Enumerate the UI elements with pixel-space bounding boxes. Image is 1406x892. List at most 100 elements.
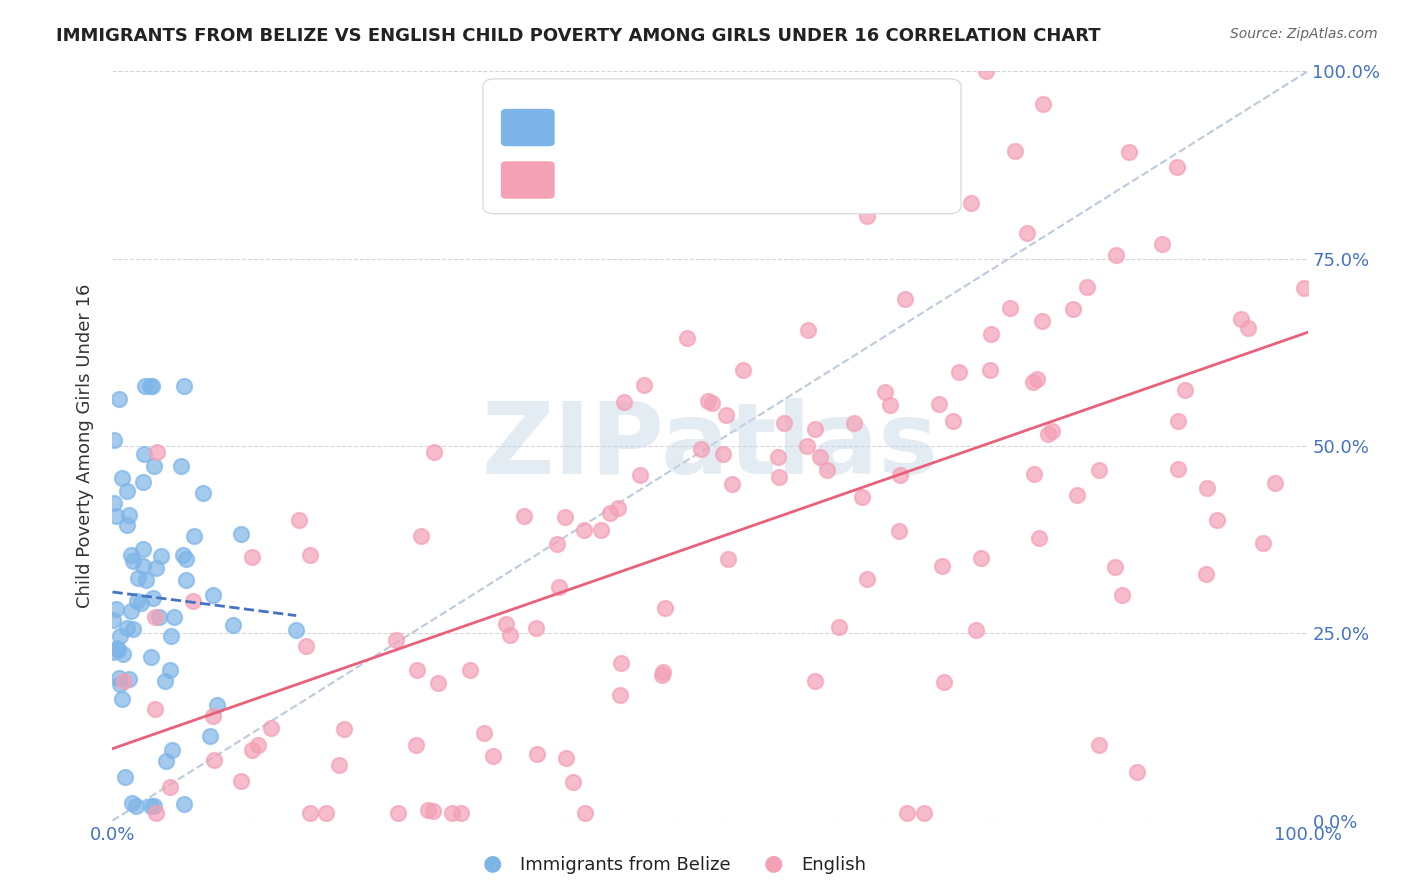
Point <box>965 623 987 637</box>
Point <box>108 672 131 686</box>
Point <box>1167 414 1189 428</box>
Point <box>942 414 965 428</box>
Point <box>889 468 911 483</box>
Point <box>633 377 655 392</box>
Point <box>450 806 472 821</box>
Point <box>145 806 167 821</box>
Point <box>142 591 165 605</box>
Point <box>162 743 184 757</box>
Point <box>574 806 596 821</box>
Point <box>1022 375 1045 389</box>
Point <box>121 796 143 810</box>
Point <box>110 629 132 643</box>
Point <box>181 593 204 607</box>
Text: ●: ● <box>763 854 783 873</box>
Point <box>122 554 145 568</box>
Point <box>205 698 228 712</box>
Point <box>409 529 432 543</box>
Point <box>159 663 181 677</box>
Point <box>1038 427 1060 442</box>
Point <box>498 628 520 642</box>
Point <box>202 708 225 723</box>
Point <box>1111 588 1133 602</box>
Point <box>1292 281 1315 295</box>
Point <box>513 508 536 523</box>
Point <box>426 675 449 690</box>
Point <box>202 753 225 767</box>
Point <box>458 663 481 677</box>
Point <box>131 475 153 490</box>
Point <box>524 621 547 635</box>
Text: ●: ● <box>482 854 502 873</box>
Point <box>163 610 186 624</box>
Point <box>139 650 162 665</box>
Point <box>111 470 134 484</box>
Point <box>246 738 269 752</box>
Text: Immigrants from Belize: Immigrants from Belize <box>520 855 731 873</box>
Point <box>153 674 176 689</box>
Point <box>127 571 149 585</box>
Point <box>1062 301 1084 316</box>
Point <box>145 610 167 624</box>
Point <box>562 775 585 789</box>
Point <box>422 445 444 459</box>
Point <box>896 806 918 821</box>
Point <box>879 399 901 413</box>
Point <box>160 629 183 643</box>
Point <box>107 642 129 657</box>
Point <box>120 549 142 563</box>
Point <box>108 392 131 407</box>
Point <box>120 604 142 618</box>
Point <box>609 688 631 702</box>
Point <box>1118 145 1140 159</box>
Point <box>887 524 910 538</box>
Point <box>690 442 713 457</box>
Point <box>139 798 162 813</box>
Point <box>299 806 322 821</box>
Point <box>772 417 794 431</box>
Point <box>554 509 576 524</box>
Point <box>960 195 983 210</box>
FancyBboxPatch shape <box>501 109 554 146</box>
Point <box>111 691 134 706</box>
Point <box>1088 463 1111 477</box>
Point <box>808 450 831 464</box>
Point <box>145 561 167 575</box>
Text: IMMIGRANTS FROM BELIZE VS ENGLISH CHILD POVERTY AMONG GIRLS UNDER 16 CORRELATION: IMMIGRANTS FROM BELIZE VS ENGLISH CHILD … <box>56 27 1101 45</box>
FancyBboxPatch shape <box>484 78 962 214</box>
Point <box>105 641 128 656</box>
Point <box>174 573 197 587</box>
Point <box>101 613 124 627</box>
Point <box>546 537 568 551</box>
Point <box>416 803 439 817</box>
Point <box>970 551 993 566</box>
Point <box>170 458 193 473</box>
Point <box>912 806 935 821</box>
Point <box>495 617 517 632</box>
Point <box>652 665 675 679</box>
Point <box>1251 536 1274 550</box>
Point <box>828 620 851 634</box>
Point <box>159 780 181 794</box>
Y-axis label: Child Poverty Among Girls Under 16: Child Poverty Among Girls Under 16 <box>76 284 94 608</box>
Point <box>1004 145 1026 159</box>
Point <box>285 624 308 638</box>
Point <box>526 747 548 761</box>
Point <box>676 330 699 344</box>
Point <box>893 293 915 307</box>
Point <box>856 572 879 586</box>
Point <box>142 798 165 813</box>
Point <box>721 477 744 491</box>
Point <box>143 458 166 473</box>
Point <box>131 596 153 610</box>
Point <box>229 526 252 541</box>
Point <box>606 501 628 516</box>
Point <box>385 633 408 648</box>
Point <box>979 363 1001 377</box>
Text: Source: ZipAtlas.com: Source: ZipAtlas.com <box>1230 27 1378 41</box>
Text: ZIPatlas: ZIPatlas <box>482 398 938 494</box>
Point <box>422 804 444 818</box>
Point <box>103 434 125 448</box>
Point <box>201 588 224 602</box>
Point <box>440 806 463 821</box>
